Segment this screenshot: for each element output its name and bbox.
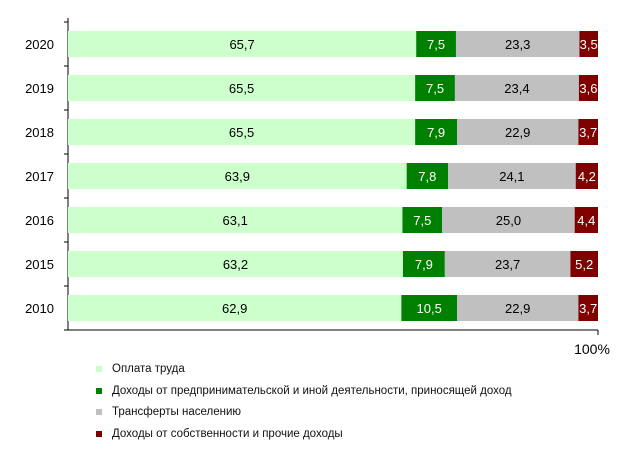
y-tick-label: 2019 [25, 81, 54, 96]
data-label: 3,6 [579, 81, 597, 96]
data-label: 7,9 [427, 125, 445, 140]
data-label: 65,5 [229, 81, 254, 96]
legend: Оплата труда Доходы от предпринимательск… [96, 362, 512, 448]
data-label: 10,5 [417, 301, 442, 316]
data-label: 7,9 [415, 257, 433, 272]
legend-label-property-income: Доходы от собственности и прочие доходы [112, 428, 343, 440]
y-tick-label: 2020 [25, 37, 54, 52]
x-tick-label: 100% [574, 341, 610, 357]
legend-swatch-transfers [96, 409, 102, 415]
data-label: 24,1 [499, 169, 524, 184]
data-label: 63,9 [225, 169, 250, 184]
data-label: 7,5 [427, 37, 445, 52]
legend-label-transfers: Трансферты населению [112, 406, 241, 418]
legend-item-property-income: Доходы от собственности и прочие доходы [96, 427, 512, 449]
data-label: 3,7 [579, 125, 597, 140]
data-label: 23,7 [495, 257, 520, 272]
data-label: 65,7 [229, 37, 254, 52]
data-label: 7,5 [413, 213, 431, 228]
data-label: 25,0 [496, 213, 521, 228]
legend-item-wages: Оплата труда [96, 362, 512, 384]
data-label: 23,4 [504, 81, 529, 96]
legend-label-business-income: Доходы от предпринимательской и иной дея… [112, 385, 512, 397]
data-label: 22,9 [505, 301, 530, 316]
y-tick-label: 2018 [25, 125, 54, 140]
legend-item-business-income: Доходы от предпринимательской и иной дея… [96, 384, 512, 406]
data-label: 63,2 [223, 257, 248, 272]
data-label: 7,5 [426, 81, 444, 96]
data-label: 4,4 [577, 213, 595, 228]
data-label: 22,9 [505, 125, 530, 140]
legend-label-wages: Оплата труда [112, 363, 185, 375]
y-tick-label: 2016 [25, 213, 54, 228]
data-label: 3,5 [580, 37, 598, 52]
y-tick-label: 2017 [25, 169, 54, 184]
data-label: 5,2 [575, 257, 593, 272]
legend-swatch-wages [96, 366, 102, 372]
legend-item-transfers: Трансферты населению [96, 405, 512, 427]
data-label: 4,2 [578, 169, 596, 184]
y-tick-label: 2015 [25, 257, 54, 272]
data-label: 7,8 [418, 169, 436, 184]
y-tick-label: 2010 [25, 301, 54, 316]
data-label: 63,1 [223, 213, 248, 228]
legend-swatch-property-income [96, 431, 102, 437]
legend-swatch-business-income [96, 388, 102, 394]
data-label: 3,7 [579, 301, 597, 316]
data-label: 23,3 [505, 37, 530, 52]
data-label: 62,9 [222, 301, 247, 316]
data-label: 65,5 [229, 125, 254, 140]
